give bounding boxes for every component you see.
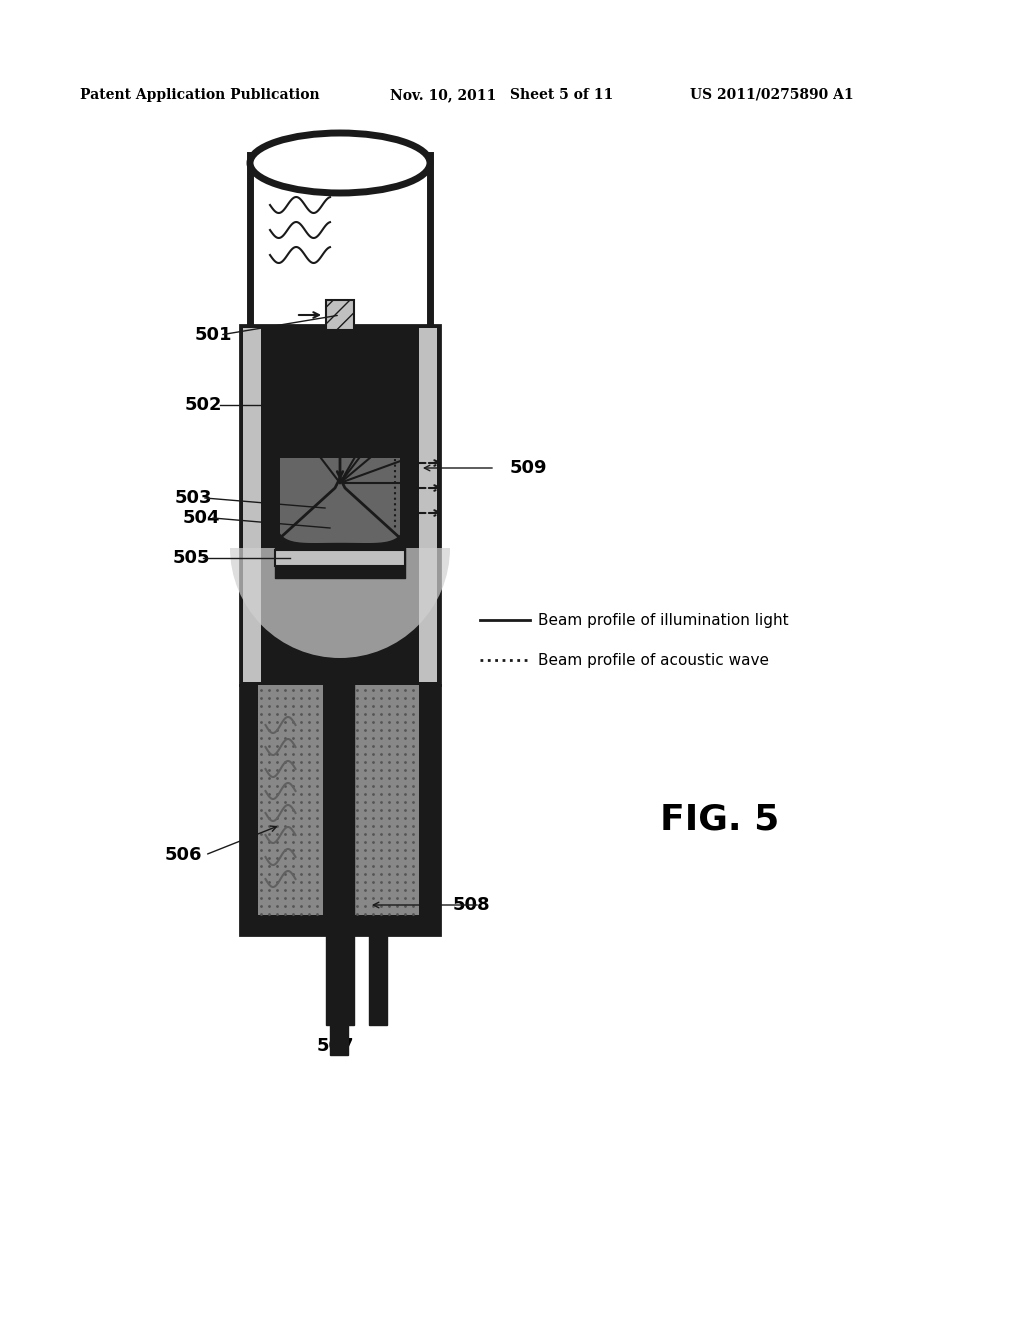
- Text: 506: 506: [165, 846, 203, 865]
- Text: Sheet 5 of 11: Sheet 5 of 11: [510, 88, 613, 102]
- Text: Beam profile of acoustic wave: Beam profile of acoustic wave: [538, 652, 769, 668]
- Bar: [326, 675, 354, 1026]
- Text: US 2011/0275890 A1: US 2011/0275890 A1: [690, 88, 854, 102]
- Bar: [243, 327, 261, 682]
- Bar: [419, 327, 437, 682]
- Ellipse shape: [250, 133, 430, 193]
- Text: 509: 509: [510, 459, 548, 477]
- Text: 501: 501: [195, 326, 232, 345]
- Bar: [258, 154, 422, 335]
- Text: Nov. 10, 2011: Nov. 10, 2011: [390, 88, 497, 102]
- Bar: [270, 335, 410, 655]
- Text: 508: 508: [453, 896, 490, 913]
- Bar: [250, 154, 430, 335]
- Text: 505: 505: [173, 549, 211, 568]
- Bar: [330, 925, 348, 1055]
- Bar: [354, 685, 419, 915]
- Text: Beam profile of illumination light: Beam profile of illumination light: [538, 612, 788, 627]
- Bar: [280, 458, 400, 564]
- Bar: [240, 685, 440, 935]
- Text: FIG. 5: FIG. 5: [660, 803, 779, 837]
- Text: Patent Application Publication: Patent Application Publication: [80, 88, 319, 102]
- Text: 503: 503: [175, 488, 213, 507]
- Bar: [369, 925, 387, 1026]
- Text: 504: 504: [183, 510, 220, 527]
- Text: 507: 507: [316, 1038, 353, 1055]
- Bar: [275, 550, 406, 566]
- Text: 502: 502: [185, 396, 222, 414]
- Bar: [258, 685, 323, 915]
- Bar: [326, 300, 354, 330]
- Wedge shape: [230, 548, 450, 657]
- Bar: [240, 325, 440, 685]
